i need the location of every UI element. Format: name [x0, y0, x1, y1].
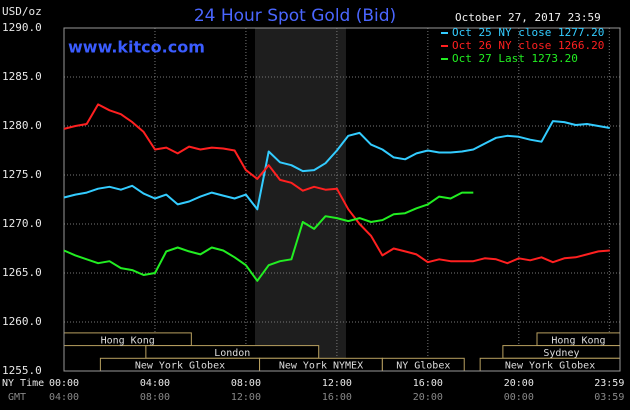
legend-label: Oct 26 NY close 1266.20	[452, 39, 604, 52]
series-line	[63, 191, 474, 282]
x-tick-label: 16:00	[413, 378, 443, 389]
y-tick-label: 1280.0	[2, 119, 42, 132]
x2-tick-label: 20:00	[413, 392, 443, 403]
plot-frame	[63, 27, 621, 372]
x2-tick-label: 12:00	[231, 392, 261, 403]
x-tick-label: 20:00	[504, 378, 534, 389]
session-label: Hong Kong	[551, 335, 605, 346]
session-label: Sydney	[543, 348, 579, 359]
y-tick-label: 1290.0	[2, 21, 42, 34]
x2-tick-label: 03:59	[594, 392, 624, 403]
session-label: New York Globex	[135, 361, 225, 372]
x-tick-label: 23:59	[594, 378, 624, 389]
legend-label: Oct 25 NY close 1277.20	[452, 26, 604, 39]
x2-axis-label: GMT	[8, 392, 26, 403]
series-line	[63, 120, 610, 211]
x2-tick-label: 00:00	[504, 392, 534, 403]
x-axis-label: NY Time	[2, 378, 44, 389]
legend-label: Oct 27 Last 1273.20	[452, 52, 578, 65]
y-tick-label: 1260.0	[2, 315, 42, 328]
x2-tick-label: 04:00	[49, 392, 79, 403]
y-tick-label: 1285.0	[2, 70, 42, 83]
x-tick-label: 00:00	[49, 378, 79, 389]
y-tick-label: 1270.0	[2, 217, 42, 230]
session-label: New York NYMEX	[279, 361, 363, 372]
x2-tick-label: 08:00	[140, 392, 170, 403]
y-axis-label: USD/oz	[2, 5, 42, 18]
x-tick-label: 08:00	[231, 378, 261, 389]
y-tick-label: 1275.0	[2, 168, 42, 181]
session-label: New York Globex	[505, 361, 595, 372]
chart-subtitle: October 27, 2017 23:59	[455, 11, 601, 24]
series-line	[63, 103, 610, 265]
x-tick-label: 12:00	[322, 378, 352, 389]
session-label: London	[214, 348, 250, 359]
annotation: www.kitco.com	[68, 38, 205, 57]
y-tick-label: 1265.0	[2, 266, 42, 279]
y-tick-label: 1255.0	[2, 364, 42, 377]
session-label: NY Globex	[396, 361, 450, 372]
x-tick-label: 04:00	[140, 378, 170, 389]
shaded-range	[255, 28, 346, 371]
session-label: Hong Kong	[101, 335, 155, 346]
x2-tick-label: 16:00	[322, 392, 352, 403]
chart-title: 24 Hour Spot Gold (Bid)	[194, 6, 396, 26]
